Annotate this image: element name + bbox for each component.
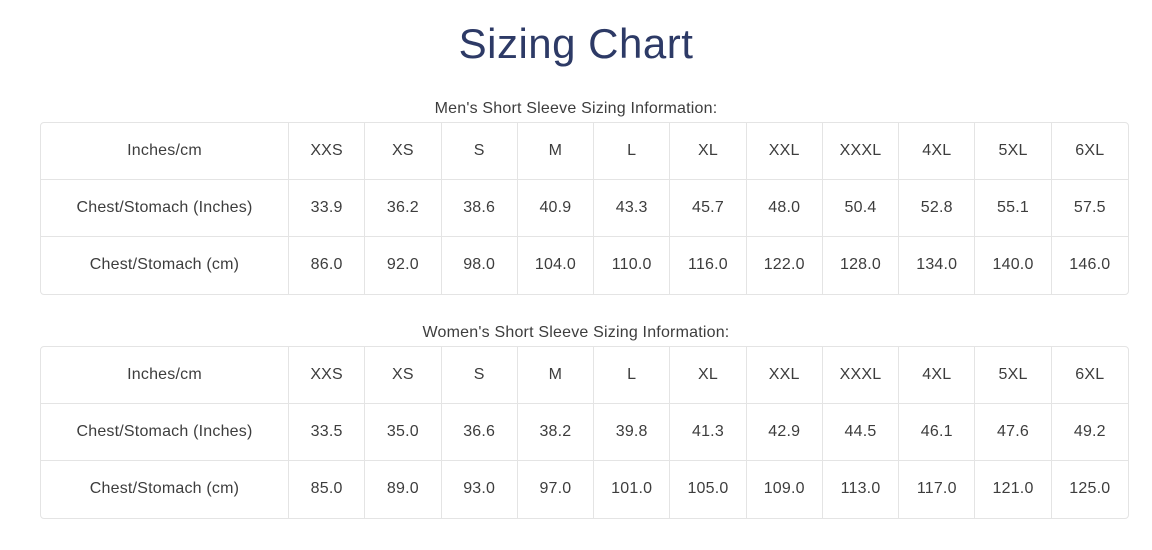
value-cell: 146.0 <box>1069 256 1111 273</box>
value-cell: 97.0 <box>518 460 595 518</box>
value-cell: 39.8 <box>594 403 671 461</box>
table-row: Chest/Stomach (Inches) 33.9 36.2 38.6 40… <box>41 179 1128 237</box>
row-label-cell: Chest/Stomach (cm) <box>41 236 289 294</box>
value-cell: 101.0 <box>594 460 671 518</box>
value-cell: 125.0 <box>1069 480 1111 497</box>
mens-sizing-table: Inches/cm XXS XS S M L XL XXL XXXL 4XL 5… <box>40 121 1129 295</box>
value-cell: 93.0 <box>442 460 518 518</box>
table-row: Chest/Stomach (cm) 86.0 92.0 98.0 104.0 … <box>41 236 1128 294</box>
column-header-size: 5XL <box>975 122 1052 180</box>
value-cell: 33.9 <box>289 179 366 237</box>
womens-header-row: Inches/cm XXS XS S M L XL XXL XXXL 4XL 5… <box>41 346 1128 404</box>
column-header-size: S <box>441 346 518 404</box>
value-cell: 36.2 <box>365 179 442 237</box>
column-header-size: XXL <box>746 122 823 180</box>
value-cell: 57.5 <box>1051 180 1128 237</box>
value-cell: 98.0 <box>442 236 518 294</box>
value-cell: 104.0 <box>518 236 595 294</box>
womens-sizing-section: Women's Short Sleeve Sizing Information:… <box>0 323 1152 519</box>
value-cell: 50.4 <box>822 179 900 237</box>
page-title: Sizing Chart <box>458 20 694 67</box>
value-cell: 45.7 <box>670 179 747 237</box>
value-cell: 110.0 <box>594 236 671 294</box>
value-cell: 52.8 <box>899 179 976 237</box>
value-cell: 36.6 <box>441 403 518 461</box>
column-header-size: XL <box>670 122 747 180</box>
value-cell: 35.0 <box>365 403 442 461</box>
value-cell: 47.6 <box>975 403 1052 461</box>
column-header-size: L <box>594 346 671 404</box>
column-header-size: S <box>441 122 518 180</box>
value-cell: 48.0 <box>746 179 823 237</box>
value-cell: 49.2 <box>1051 404 1128 461</box>
column-header-size: 6XL <box>1051 123 1128 180</box>
column-header-size: XS <box>365 346 442 404</box>
value-cell: 38.6 <box>441 179 518 237</box>
value-cell: 41.3 <box>670 403 747 461</box>
value-cell: 140.0 <box>975 236 1052 294</box>
column-header-size: XXS <box>289 346 366 404</box>
column-header-size: 4XL <box>899 346 976 404</box>
value-cell: 109.0 <box>747 460 823 518</box>
value-cell: 117.0 <box>899 460 976 518</box>
value-cell: 113.0 <box>823 460 900 518</box>
value-cell: 134.0 <box>899 236 976 294</box>
value-cell: 86.0 <box>289 236 366 294</box>
value-cell: 43.3 <box>594 179 671 237</box>
column-header-label: Inches/cm <box>41 122 289 180</box>
value-cell: 128.0 <box>823 236 900 294</box>
value-cell: 38.2 <box>517 403 595 461</box>
value-cell: 33.5 <box>289 403 366 461</box>
column-header-size: XXL <box>746 346 823 404</box>
value-cell: 44.5 <box>822 403 900 461</box>
row-label-cell: Chest/Stomach (cm) <box>41 460 289 518</box>
value-cell: 121.0 <box>975 460 1052 518</box>
column-header-size: M <box>517 346 595 404</box>
column-header-size: XS <box>365 122 442 180</box>
table-row: Chest/Stomach (cm) 85.0 89.0 93.0 97.0 1… <box>41 460 1128 518</box>
column-header-size: 5XL <box>975 346 1052 404</box>
row-label-cell: Chest/Stomach (Inches) <box>41 403 289 461</box>
value-cell: 122.0 <box>747 236 823 294</box>
column-header-size: M <box>517 122 595 180</box>
column-header-size: XL <box>670 346 747 404</box>
column-header-label: Inches/cm <box>41 346 289 404</box>
column-header-size: L <box>594 122 671 180</box>
column-header-size: XXXL <box>822 122 900 180</box>
value-cell: 89.0 <box>365 460 442 518</box>
value-cell: 92.0 <box>365 236 442 294</box>
womens-table-caption: Women's Short Sleeve Sizing Information: <box>422 323 730 341</box>
value-cell: 55.1 <box>975 179 1052 237</box>
womens-sizing-table: Inches/cm XXS XS S M L XL XXL XXXL 4XL 5… <box>40 345 1129 519</box>
column-header-size: XXXL <box>822 346 900 404</box>
value-cell: 105.0 <box>670 460 747 518</box>
value-cell: 42.9 <box>746 403 823 461</box>
value-cell: 46.1 <box>899 403 976 461</box>
value-cell: 85.0 <box>289 460 366 518</box>
mens-table-caption: Men's Short Sleeve Sizing Information: <box>434 99 718 117</box>
column-header-size: 6XL <box>1051 347 1128 404</box>
column-header-size: 4XL <box>899 122 976 180</box>
mens-header-row: Inches/cm XXS XS S M L XL XXL XXXL 4XL 5… <box>41 122 1128 180</box>
mens-sizing-section: Men's Short Sleeve Sizing Information: I… <box>0 99 1152 295</box>
table-row: Chest/Stomach (Inches) 33.5 35.0 36.6 38… <box>41 403 1128 461</box>
row-label-cell: Chest/Stomach (Inches) <box>41 179 289 237</box>
column-header-size: XXS <box>289 122 366 180</box>
value-cell: 116.0 <box>670 236 747 294</box>
value-cell: 40.9 <box>517 179 595 237</box>
